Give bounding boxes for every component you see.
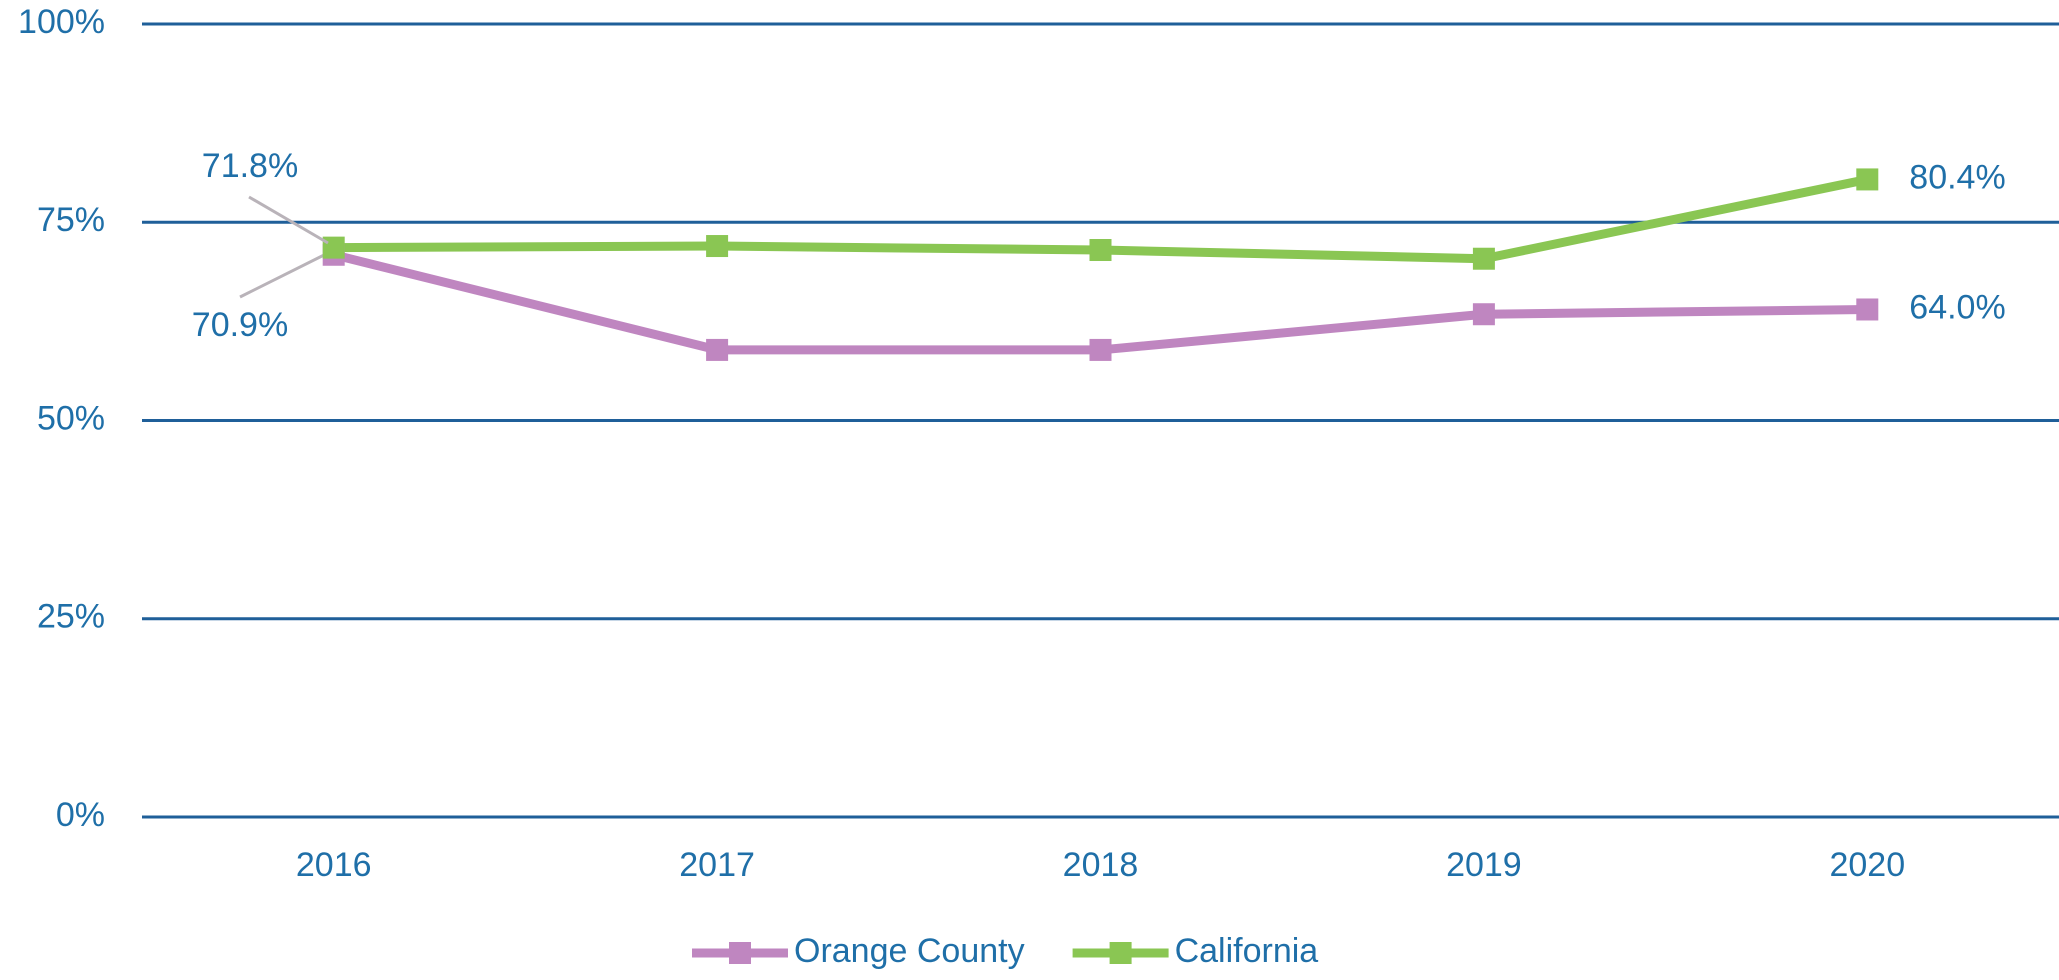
y-tick-label: 50% <box>37 399 105 437</box>
y-tick-label: 25% <box>37 598 105 636</box>
data-label: 71.8% <box>202 147 298 185</box>
marker <box>1472 303 1495 326</box>
x-tick-label: 2018 <box>1063 846 1139 884</box>
legend-marker <box>1109 942 1132 964</box>
x-tick-label: 2019 <box>1446 846 1522 884</box>
y-tick-label: 0% <box>56 796 105 834</box>
series-line <box>332 250 1868 355</box>
x-tick-label: 2016 <box>296 846 372 884</box>
x-tick-label: 2017 <box>679 846 755 884</box>
marker <box>706 235 729 258</box>
y-tick-label: 100% <box>18 3 105 41</box>
marker <box>1856 298 1879 321</box>
y-tick-label: 75% <box>37 201 105 239</box>
x-tick-label: 2020 <box>1829 846 1905 884</box>
legend-marker <box>729 942 751 964</box>
legend-label: Orange County <box>794 932 1025 970</box>
leader-line <box>239 251 329 299</box>
data-label: 64.0% <box>1909 288 2005 326</box>
marker <box>1089 239 1112 262</box>
leader-line <box>248 195 329 245</box>
marker <box>706 338 729 361</box>
marker <box>322 236 345 259</box>
marker <box>1856 168 1879 191</box>
data-label: 70.9% <box>192 306 288 344</box>
marker <box>1472 247 1495 270</box>
data-label: 80.4% <box>1909 158 2005 196</box>
legend-label: California <box>1175 932 1319 970</box>
marker <box>1089 338 1112 361</box>
